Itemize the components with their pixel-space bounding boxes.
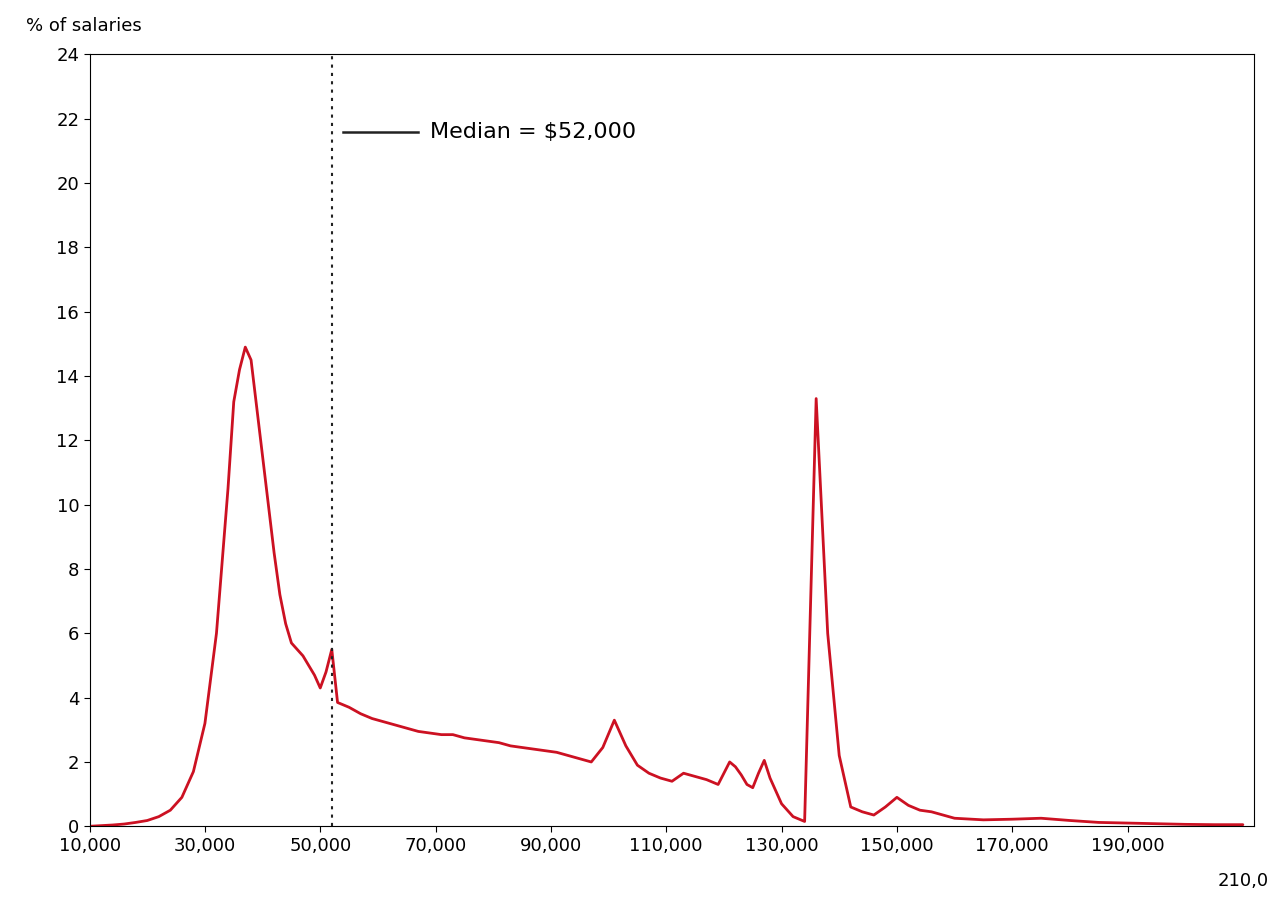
Text: % of salaries: % of salaries: [26, 17, 141, 35]
Text: Median = $52,000: Median = $52,000: [430, 122, 636, 142]
Text: 210,0: 210,0: [1217, 873, 1268, 890]
